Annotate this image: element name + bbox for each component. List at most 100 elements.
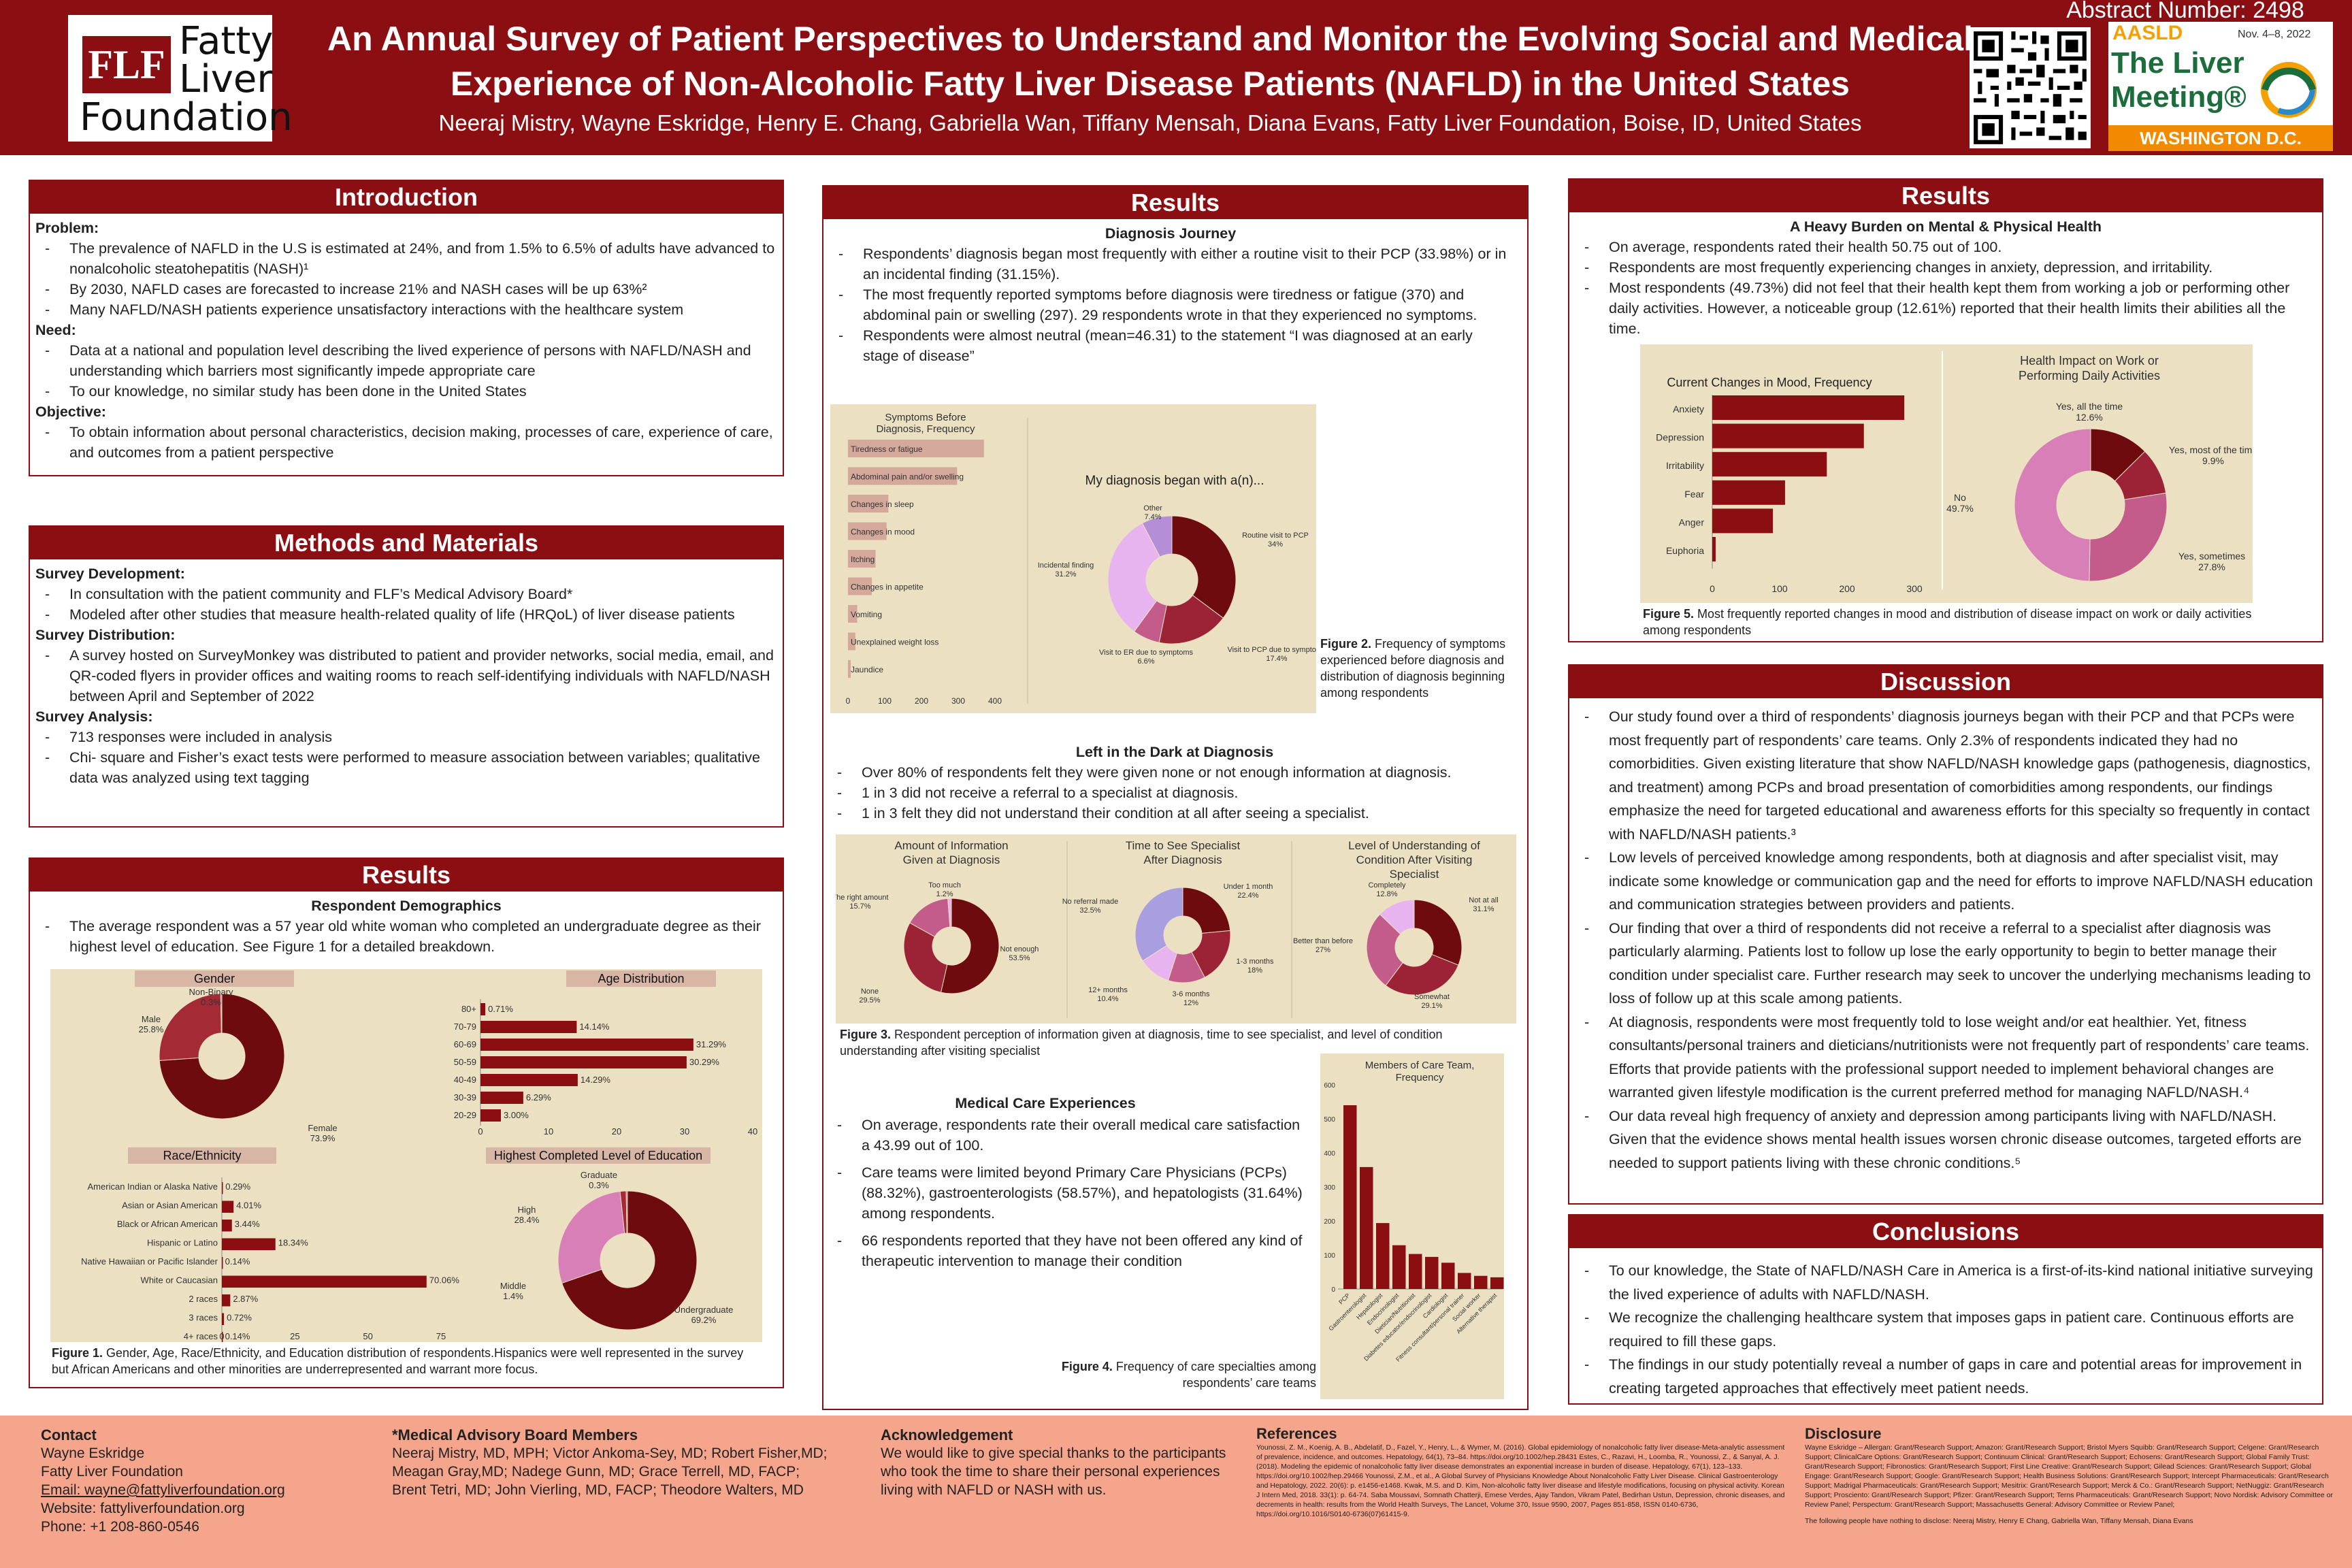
section-title: Methods and Materials [30,527,783,559]
perception-6-slice [903,922,948,993]
figure-4-care-team: Members of Care Team, Frequency 0 100 200 300… [1320,1054,1504,1399]
references-text: Younossi, Z. M., Koenig, A. B., Abdelati… [1256,1443,1785,1518]
subheading-demographics: Respondent Demographics [311,898,502,914]
symptom-bar [848,605,858,623]
contact-email-link[interactable]: Email: wayne@fattyliverfoundation.org [41,1482,285,1498]
bullet: To obtain information about personal cha… [35,422,777,463]
bullet: In consultation with the patient communi… [35,584,777,604]
health-impact-label: No [1954,492,1966,503]
bullet: 1 in 3 did not receive a referral to a s… [828,783,1522,803]
mood-bar [1712,508,1774,534]
y-tick-label: 600 [1324,1082,1335,1090]
mood-bar [1712,423,1864,448]
y-tick-label: 300 [1324,1184,1335,1192]
diagnosis-value-label: 31.2% [1055,570,1076,578]
gender-slice [159,993,222,1061]
x-tick-label: 50 [363,1331,372,1341]
bullet: Care teams were limited beyond Primary C… [828,1162,1304,1224]
race-bar [222,1332,223,1344]
perception-label: Completely [1368,881,1406,889]
bullet: 1 in 3 felt they did not understand thei… [828,803,1522,823]
chart-title: Members of Care Team, [1365,1060,1475,1071]
perception-value-label: 12% [1183,999,1198,1007]
chart-title-bg [566,970,716,987]
x-tick-label: 20 [612,1126,621,1137]
disclosure-block: Disclosure Wayne Eskridge – Allergan: Gr… [1805,1425,2340,1526]
mood-bar [1712,452,1827,477]
race-bar [222,1294,231,1307]
y-tick-label: Itching [851,555,875,564]
gender-value-label: 0.3% [201,997,221,1007]
y-tick-label: Changes in sleep [851,500,914,509]
perception-label: 12+ months [1088,986,1128,994]
x-tick-label: 0 [846,696,851,706]
health-impact-value-label: 12.6% [2076,412,2103,423]
bar-value-label: 14.29% [581,1075,611,1085]
care-team-bar [1490,1277,1504,1289]
perception-label: Not enough [1000,945,1039,953]
age-bar [480,1039,693,1051]
race-bar [222,1238,276,1250]
x-tick-label: 400 [988,696,1002,706]
perception-value-label: 32.5% [1079,906,1100,915]
chart-title: Amount of Information [894,839,1008,852]
contact-website[interactable]: Website: fattyliverfoundation.org [41,1501,245,1516]
bullet: Modeled after other studies that measure… [35,604,777,625]
gender-slice [159,993,285,1120]
gender-slice [220,993,223,1034]
education-label: High [518,1205,536,1215]
logo-word-2: Liver [179,57,273,101]
x-tick-label: 100 [1771,583,1788,594]
x-tick-label: 300 [951,696,965,706]
y-tick-label: Depression [1656,432,1704,443]
bullet: Chi- square and Fisher’s exact tests wer… [35,747,777,788]
race-bar [222,1200,234,1213]
y-tick-label: Black or African American [117,1219,218,1229]
aasld-meeting-logo: AASLD Nov. 4–8, 2022 The Liver Meeting® W… [2108,22,2333,151]
health-impact-value-label: 27.8% [2198,561,2225,572]
y-tick-label: 4+ races [184,1331,218,1341]
y-tick-label: Abdominal pain and/or swelling [851,472,964,482]
age-bar [480,1092,523,1104]
race-bar [222,1257,223,1269]
perception-label: Not at all [1469,896,1498,904]
bullet: The findings in our study potentially re… [1575,1353,2317,1400]
y-tick-label: 400 [1324,1150,1335,1158]
perception-label: Better than before [1293,937,1353,945]
health-impact-value-label: 9.9% [2202,455,2224,466]
bullet: Our data reveal high frequency of anxiet… [1575,1105,2317,1175]
x-tick-label: 0 [1710,583,1715,594]
chart-title: Frequency [1396,1072,1444,1083]
heading-need: Need: [35,322,76,338]
figure-5-svg: Current Changes in Mood, Frequency Anxiet… [1656,351,2257,594]
diagnosis-slice [1107,523,1161,632]
qr-code-icon[interactable] [1970,27,2091,148]
y-tick-label: Jaundice [851,665,883,674]
y-tick-label: 500 [1324,1116,1335,1124]
mood-bar [1712,395,1905,420]
y-tick-label: Anger [1679,517,1705,527]
section-title: Introduction [30,181,783,214]
chart-title: Health Impact on Work or [2020,354,2159,368]
bar-value-label: 70.06% [429,1275,460,1286]
advisory-heading: *Medical Advisory Board Members [392,1426,638,1443]
acknowledgement-block: Acknowledgement We would like to give sp… [881,1426,1248,1499]
care-team-bar [1441,1262,1455,1289]
y-tick-label: 200 [1324,1218,1335,1226]
title-line-1: An Annual Survey of Patient Perspectives… [327,20,1974,58]
bullet: We recognize the challenging healthcare … [1575,1306,2317,1353]
education-slice [557,1191,625,1284]
chart-title: Time to See Specialist [1126,839,1241,852]
symptom-bar [848,660,851,678]
y-tick-label: Vomiting [851,610,882,619]
chart-title: Given at Diagnosis [903,853,1000,866]
bullet: 66 respondents reported that they have n… [828,1230,1304,1271]
perception-value-label: 1.2% [936,890,953,898]
perception-value-label: 18% [1247,966,1262,975]
chart-title: Level of Understanding of [1348,839,1480,852]
perception-7-slice [1182,887,1231,934]
care-team-bar [1474,1275,1488,1289]
figure-1-svg: GenderFemale73.9%Male25.8%Non-Binary0.3%… [81,970,757,1350]
chart-title: Current Changes in Mood, Frequency [1667,376,1872,389]
bullet: Our finding that over a third of respond… [1575,917,2317,1011]
